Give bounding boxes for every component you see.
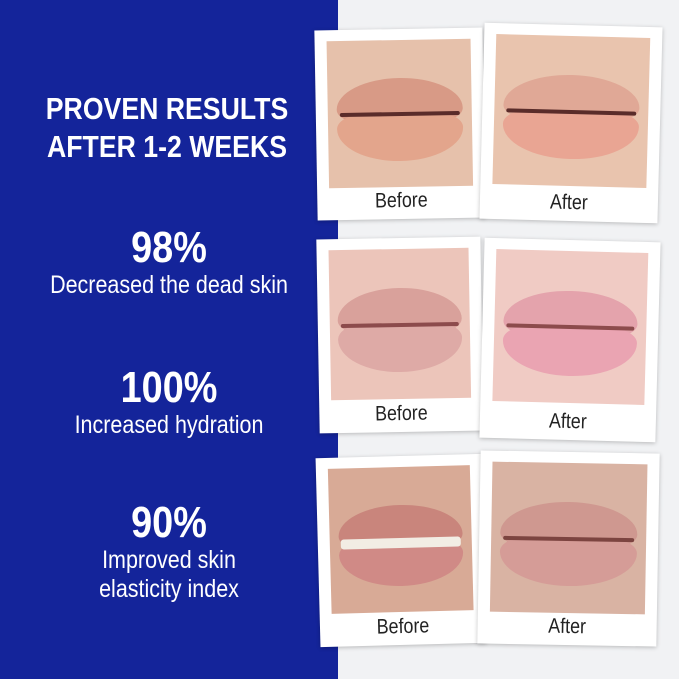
headline-line-2: AFTER 1-2 WEEKS: [47, 129, 287, 164]
before-photo-2: Before: [316, 236, 484, 434]
stat-hydration: 100% Increased hydration: [24, 365, 315, 440]
before-label: Before: [374, 401, 428, 426]
stat-label: Increased hydration: [74, 411, 264, 439]
lips-image: [328, 247, 472, 401]
after-photo-2: After: [479, 237, 661, 443]
after-photo-3: After: [477, 450, 660, 647]
stat-elasticity: 90% Improved skin elasticity index: [24, 500, 315, 604]
stat-label: Improved skin: [102, 546, 236, 574]
stat-label: elasticity index: [99, 575, 239, 603]
stat-value: 90%: [131, 498, 207, 547]
stat-value: 98%: [131, 223, 207, 272]
before-label: Before: [376, 614, 430, 639]
headline: PROVEN RESULTS AFTER 1-2 WEEKS: [22, 90, 313, 166]
before-label: Before: [374, 188, 428, 213]
after-label: After: [548, 614, 587, 639]
after-label: After: [548, 409, 588, 434]
headline-line-1: PROVEN RESULTS: [45, 91, 289, 126]
stat-dead-skin: 98% Decreased the dead skin: [24, 225, 315, 300]
lips-image: [492, 34, 651, 188]
lips-image: [326, 38, 474, 189]
stat-value: 100%: [120, 363, 218, 412]
lips-image: [489, 461, 648, 615]
stat-label: Decreased the dead skin: [50, 271, 288, 299]
blue-panel: [0, 0, 338, 679]
after-label: After: [549, 190, 589, 215]
after-photo-1: After: [479, 22, 663, 224]
before-photo-1: Before: [314, 27, 486, 221]
before-photo-3: Before: [315, 453, 487, 648]
lips-image: [327, 465, 474, 614]
lips-image: [492, 249, 649, 405]
